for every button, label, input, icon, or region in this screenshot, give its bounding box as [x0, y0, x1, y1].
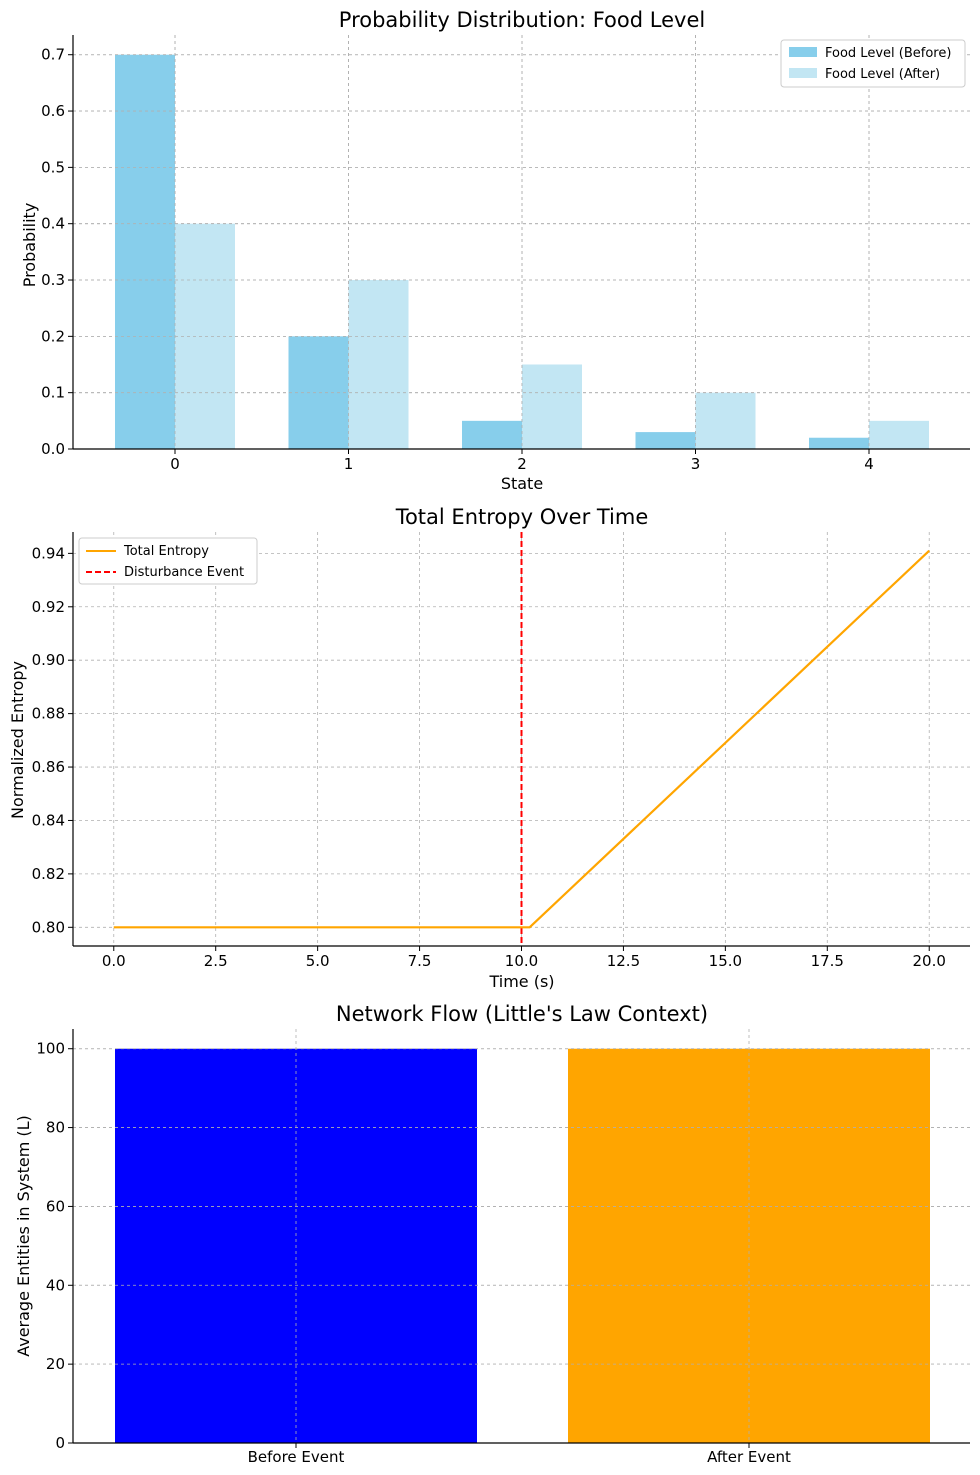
chart2-x-axis-label: Time (s)	[488, 972, 554, 991]
chart1-y-tick-label: 0.7	[41, 46, 65, 64]
chart3-y-tick-label: 0	[55, 1434, 65, 1452]
chart2-legend-label-total-entropy: Total Entropy	[123, 544, 209, 559]
chart3-y-tick-label: 40	[46, 1276, 65, 1294]
chart-probability-distribution: 0.0 0.1 0.2 0.3 0.4 0.5 0.6 0.7 0 1 2 3 4 Probabilit…	[20, 8, 970, 493]
chart2-y-tick-label: 0.90	[32, 651, 65, 669]
chart2-y-tick-label: 0.92	[32, 598, 65, 616]
chart3-y-tick-label: 80	[46, 1119, 65, 1137]
chart1-x-tick-label: 2	[517, 455, 527, 473]
chart2-legend: Total Entropy Disturbance Event	[78, 537, 258, 585]
chart1-y-tick-label: 0.3	[41, 271, 65, 289]
chart2-x-tick-label: 5.0	[306, 952, 330, 970]
chart1-y-tick-label: 0.0	[41, 440, 65, 458]
chart3-y-tick-label: 20	[46, 1355, 65, 1373]
chart3-x-tick-label: Before Event	[248, 1448, 345, 1466]
chart1-x-tick-label: 4	[864, 455, 874, 473]
chart-network-flow: 0 20 40 60 80 100 Before Event After Event Netw…	[14, 1002, 970, 1466]
chart2-x-tick-label: 17.5	[811, 952, 844, 970]
chart2-x-tick-label: 10.0	[505, 952, 538, 970]
chart1-bar-after	[522, 364, 582, 449]
chart2-x-tick-label: 7.5	[408, 952, 432, 970]
chart2-x-tick-label: 2.5	[204, 952, 228, 970]
chart1-legend: Food Level (Before) Food Level (After)	[780, 39, 966, 88]
chart2-y-tick-label: 0.80	[32, 918, 65, 936]
chart2-axes: 0.80 0.82 0.84 0.86 0.88 0.90 0.92 0.94 0.0 2.5 5.…	[32, 532, 970, 970]
chart1-legend-swatch-after	[789, 68, 817, 78]
chart1-x-tick-label: 3	[691, 455, 701, 473]
chart2-y-tick-label: 0.84	[32, 811, 65, 829]
chart2-y-tick-label: 0.88	[32, 705, 65, 723]
chart1-y-tick-label: 0.5	[41, 158, 65, 176]
chart1-x-tick-label: 1	[344, 455, 354, 473]
chart3-y-tick-label: 100	[36, 1040, 65, 1058]
chart1-y-axis-label: Probability	[20, 203, 39, 288]
chart1-legend-label-after: Food Level (After)	[825, 67, 940, 82]
chart2-legend-label-disturbance: Disturbance Event	[124, 565, 244, 580]
chart1-axes: 0.0 0.1 0.2 0.3 0.4 0.5 0.6 0.7 0 1 2 3 4	[41, 35, 970, 473]
chart1-bar-before	[115, 54, 175, 449]
chart2-x-tick-label: 0.0	[102, 952, 126, 970]
chart1-legend-label-before: Food Level (Before)	[825, 46, 951, 61]
chart3-title: Network Flow (Little's Law Context)	[336, 1002, 708, 1026]
chart1-legend-swatch-before	[789, 47, 817, 57]
chart1-bar-after	[348, 280, 409, 449]
chart1-legend-box	[780, 39, 966, 88]
chart1-y-tick-label: 0.1	[41, 384, 65, 402]
chart3-y-axis-label: Average Entities in System (L)	[14, 1115, 33, 1357]
chart2-y-tick-label: 0.94	[32, 544, 65, 562]
chart2-x-tick-label: 20.0	[913, 952, 946, 970]
chart2-y-tick-label: 0.86	[32, 758, 65, 776]
chart2-y-axis-label: Normalized Entropy	[8, 661, 27, 819]
chart2-series-line-total-entropy	[113, 549, 930, 929]
chart2-lines	[113, 532, 930, 946]
chart1-bar-before	[809, 437, 869, 449]
chart1-bar-after	[869, 420, 929, 449]
chart1-bar-before	[462, 420, 522, 449]
chart2-x-tick-label: 15.0	[709, 952, 742, 970]
chart1-y-tick-label: 0.6	[41, 102, 65, 120]
chart1-title: Probability Distribution: Food Level	[339, 8, 705, 32]
chart-total-entropy: 0.80 0.82 0.84 0.86 0.88 0.90 0.92 0.94 0.0 2.5 5.…	[8, 505, 970, 991]
chart1-y-tick-label: 0.4	[41, 215, 65, 233]
chart3-bars	[73, 1029, 970, 1444]
chart1-bars	[73, 35, 970, 450]
chart2-legend-box	[78, 537, 258, 585]
chart1-x-axis-label: State	[501, 474, 543, 493]
chart3-axes: 0 20 40 60 80 100 Before Event After Event	[36, 1029, 970, 1466]
chart2-y-tick-label: 0.82	[32, 865, 65, 883]
chart2-x-tick-label: 12.5	[607, 952, 640, 970]
chart1-bar-before	[635, 432, 696, 449]
chart1-y-tick-label: 0.2	[41, 327, 65, 345]
chart1-x-tick-label: 0	[170, 455, 180, 473]
chart3-x-tick-label: After Event	[707, 1448, 791, 1466]
chart2-title: Total Entropy Over Time	[395, 505, 649, 529]
chart3-y-tick-label: 60	[46, 1197, 65, 1215]
chart1-bar-after	[695, 392, 756, 449]
